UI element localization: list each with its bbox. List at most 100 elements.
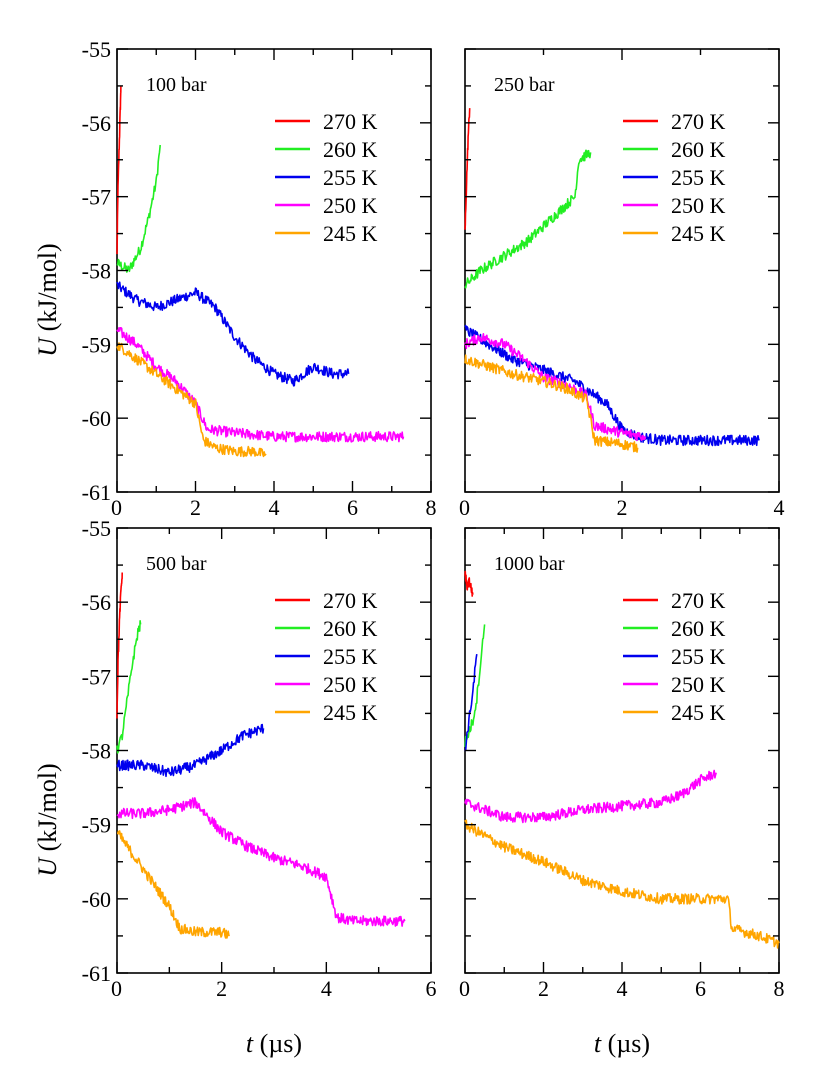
legend-label: 270 K	[323, 588, 378, 613]
x-tick-label: 2	[538, 976, 549, 1001]
x-tick-label: 6	[426, 976, 437, 1001]
series-line-260k	[464, 149, 592, 289]
y-tick-label: -56	[82, 111, 111, 136]
y-axis-title-bottom: U (kJ/mol)	[33, 763, 62, 876]
plot-frame	[464, 527, 780, 974]
series-lines	[464, 108, 760, 453]
x-axis-title-left: t (µs)	[246, 1029, 302, 1058]
y-tick-label: -58	[82, 739, 111, 764]
legend-label: 260 K	[671, 137, 726, 162]
series-line-250k	[464, 769, 717, 824]
legend-label: 250 K	[671, 193, 726, 218]
x-tick-label: 2	[617, 495, 628, 520]
series-line-250k	[464, 333, 647, 442]
x-tick-label: 2	[216, 976, 227, 1001]
legend-label: 250 K	[671, 672, 726, 697]
x-tick-label: 0	[111, 495, 122, 520]
plot-frame	[116, 527, 432, 974]
y-ticks	[465, 48, 779, 493]
series-line-255k	[464, 653, 478, 752]
panel-2: 0 2 4 250 bar 270 K 260 K 255 K 250 K 245 K	[459, 48, 785, 520]
series-line-245k	[116, 342, 267, 458]
legend-label: 255 K	[323, 165, 378, 190]
series-line-250k	[116, 327, 405, 443]
legend-label: 260 K	[323, 137, 378, 162]
series-line-270k	[464, 570, 474, 597]
y-tick-label: -57	[82, 185, 111, 210]
x-tick-label: 2	[190, 495, 201, 520]
y-ticks	[117, 48, 431, 493]
series-line-260k	[116, 620, 142, 754]
x-axis-title-right: t (µs)	[594, 1029, 650, 1058]
x-tick-label: 0	[459, 976, 470, 1001]
x-tick-label: 4	[321, 976, 332, 1001]
series-lines	[116, 85, 405, 458]
legend-label: 255 K	[671, 165, 726, 190]
y-tick-label: -61	[82, 480, 111, 505]
x-tick-label: 8	[426, 495, 437, 520]
y-tick-label: -58	[82, 259, 111, 284]
series-line-260k	[116, 144, 161, 273]
panel-title: 250 bar	[494, 74, 555, 96]
y-ticks	[117, 527, 431, 974]
panel-title: 500 bar	[146, 553, 207, 575]
series-line-250k	[116, 797, 406, 927]
legend: 270 K 260 K 255 K 250 K 245 K	[275, 588, 378, 725]
x-tick-label: 0	[459, 495, 470, 520]
y-tick-label: -60	[82, 406, 111, 431]
y-tick-label: -55	[82, 37, 111, 62]
legend-label: 245 K	[671, 221, 726, 246]
legend-label: 260 K	[671, 616, 726, 641]
y-tick-label: -60	[82, 887, 111, 912]
x-tick-label: 0	[111, 976, 122, 1001]
legend-label: 255 K	[671, 644, 726, 669]
legend-label: 260 K	[323, 616, 378, 641]
y-tick-label: -56	[82, 590, 111, 615]
legend-label: 270 K	[323, 109, 378, 134]
x-tick-label: 4	[269, 495, 280, 520]
legend: 270 K 260 K 255 K 250 K 245 K	[275, 109, 378, 246]
y-tick-label: -61	[82, 961, 111, 986]
x-ticks	[464, 49, 780, 492]
x-tick-label: 4	[617, 976, 628, 1001]
legend-label: 270 K	[671, 109, 726, 134]
panel-3: -61 -60 -59 -58 -57 -56 -55 0 2 4 6 500 bar 270 K 260…	[82, 516, 437, 1001]
x-ticks	[116, 49, 432, 492]
legend: 270 K 260 K 255 K 250 K 245 K	[623, 109, 726, 246]
panel-title: 100 bar	[146, 74, 207, 96]
x-tick-label: 4	[774, 495, 785, 520]
series-line-245k	[116, 830, 231, 939]
panel-4: 0 2 4 6 8 1000 bar 270 K 260 K 255 K 250 K 245 K	[459, 527, 785, 1001]
x-tick-label: 8	[774, 976, 785, 1001]
legend-label: 255 K	[323, 644, 378, 669]
legend-label: 245 K	[323, 221, 378, 246]
series-line-270k	[464, 108, 471, 230]
series-line-260k	[464, 624, 486, 748]
plot-frame	[116, 48, 432, 493]
x-tick-label: 6	[695, 976, 706, 1001]
legend-label: 270 K	[671, 588, 726, 613]
legend-label: 245 K	[323, 700, 378, 725]
x-ticks	[116, 528, 432, 973]
series-lines	[464, 570, 780, 949]
y-axis-title-top: U (kJ/mol)	[33, 243, 62, 356]
series-line-255k	[464, 324, 760, 447]
legend-label: 245 K	[671, 700, 726, 725]
series-line-245k	[464, 354, 639, 453]
y-tick-label: -59	[82, 332, 111, 357]
y-tick-label: -57	[82, 664, 111, 689]
y-ticks	[465, 527, 779, 974]
y-tick-label: -55	[82, 516, 111, 541]
legend: 270 K 260 K 255 K 250 K 245 K	[623, 588, 726, 725]
legend-label: 250 K	[323, 193, 378, 218]
series-line-270k	[116, 572, 123, 719]
series-lines	[116, 572, 406, 939]
panel-1: -61 -60 -59 -58 -57 -56 -55 0 2 4 6 8 100 bar 270 K 26…	[82, 37, 437, 520]
series-line-245k	[464, 819, 780, 949]
series-line-255k	[116, 281, 350, 387]
y-tick-label: -59	[82, 813, 111, 838]
legend-label: 250 K	[323, 672, 378, 697]
panel-title: 1000 bar	[494, 553, 565, 575]
